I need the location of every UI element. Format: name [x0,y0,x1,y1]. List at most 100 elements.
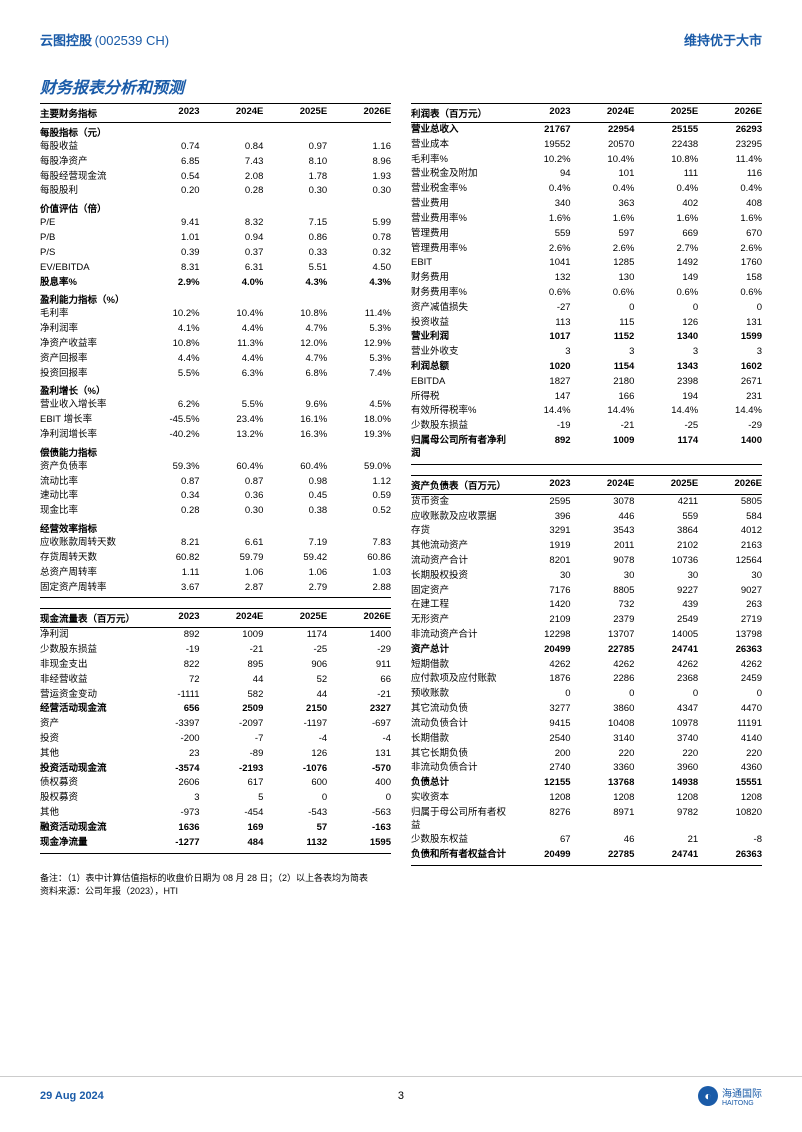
row-value: 4360 [698,762,762,775]
footer-page: 3 [398,1090,404,1102]
row-label: 每股股利 [40,185,136,198]
subheader: 价值评估（倍） [40,199,391,216]
row-value: 13707 [571,629,635,642]
table-row: 非流动资产合计12298137071400513798 [411,628,762,643]
row-label: 其他流动资产 [411,540,507,553]
row-value: 220 [698,748,762,761]
row-label: 营业税金率% [411,183,507,196]
table-row: 营业成本19552205702243823295 [411,138,762,153]
row-value: 44 [200,674,264,687]
table-row: 管理费用率%2.6%2.6%2.7%2.6% [411,242,762,257]
row-value: 10.8% [634,154,698,167]
row-label: 少数股东损益 [411,420,507,433]
row-value: 6.2% [136,399,200,412]
table-row: 少数股东权益674621-8 [411,833,762,848]
row-label: 净资产收益率 [40,338,136,351]
row-label: 每股经营现金流 [40,171,136,184]
row-value: 5.5% [200,399,264,412]
table-row: 非现金支出822895906911 [40,658,391,673]
logo-icon: ◐ [698,1086,718,1106]
table-row: 融资活动现金流163616957-163 [40,821,391,836]
row-value: -19 [507,420,571,433]
table-row: 每股收益0.740.840.971.16 [40,140,391,155]
row-label: 无形资产 [411,614,507,627]
row-value: 895 [200,659,264,672]
row-value: 60.82 [136,552,200,565]
row-value: 13.2% [200,429,264,442]
row-label: P/S [40,247,136,260]
row-label: EBIT [411,257,507,270]
row-value: 30 [634,570,698,583]
row-value: 26363 [698,644,762,657]
row-label: 营业利润 [411,331,507,344]
table-row: 有效所得税率%14.4%14.4%14.4%14.4% [411,404,762,419]
row-label: P/B [40,232,136,245]
row-value: 10820 [698,807,762,833]
table-row: 实收资本1208120812081208 [411,791,762,806]
row-label: 营业税金及附加 [411,168,507,181]
row-value: 200 [507,748,571,761]
section-header: 利润表（百万元）20232024E2025E2026E [411,103,762,123]
row-value: 1.01 [136,232,200,245]
row-value: 115 [571,317,635,330]
row-label: 净利润增长率 [40,429,136,442]
table-row: 营运资金变动-111158244-21 [40,688,391,703]
row-value: 9.41 [136,217,200,230]
row-value: -163 [327,822,391,835]
row-value: 1041 [507,257,571,270]
table-row: 负债总计12155137681493815551 [411,776,762,791]
row-value: 10.8% [263,308,327,321]
row-value: 1.6% [571,213,635,226]
row-value: 14005 [634,629,698,642]
row-value: 1.93 [327,171,391,184]
row-value: 0 [327,792,391,805]
row-value: 24741 [634,644,698,657]
table-row: 所得税147166194231 [411,390,762,405]
table-row: 固定资产7176880592279027 [411,584,762,599]
row-value: 1400 [698,435,762,461]
row-value: 2.6% [698,243,762,256]
row-value: 4012 [698,525,762,538]
row-value: 22954 [571,124,635,137]
table-row: EBIT 增长率-45.5%23.4%16.1%18.0% [40,413,391,428]
row-value: 4211 [634,496,698,509]
row-label: 其它长期负债 [411,748,507,761]
table-row: 财务费用132130149158 [411,271,762,286]
row-value: 0.4% [507,183,571,196]
table-row: 长期股权投资30303030 [411,569,762,584]
row-label: 资产减值损失 [411,302,507,315]
row-value: 4470 [698,703,762,716]
table-row: 少数股东损益-19-21-25-29 [411,419,762,434]
row-value: 732 [571,599,635,612]
row-value: 1760 [698,257,762,270]
table-row: 营业利润1017115213401599 [411,330,762,345]
table-row: 应付款项及应付账款1876228623682459 [411,672,762,687]
row-value: 2.79 [263,582,327,595]
row-label: 速动比率 [40,490,136,503]
row-value: -1111 [136,689,200,702]
row-value: 1492 [634,257,698,270]
row-value: 559 [507,228,571,241]
table-row: 现金净流量-127748411321595 [40,836,391,851]
table-row: 其他流动资产1919201121022163 [411,539,762,554]
row-value: 6.85 [136,156,200,169]
row-label: 资产负债率 [40,461,136,474]
row-value: 0 [698,688,762,701]
table-row: EBITDA1827218023982671 [411,375,762,390]
row-label: 在建工程 [411,599,507,612]
row-value: 23295 [698,139,762,152]
row-value: 408 [698,198,762,211]
row-value: 340 [507,198,571,211]
table-row: 应收账款周转天数8.216.617.197.83 [40,536,391,551]
table-row: 股权募资3500 [40,791,391,806]
ticker: (002539 CH) [95,33,169,48]
row-label: 营业收入增长率 [40,399,136,412]
row-label: 现金净流量 [40,837,136,850]
row-value: -40.2% [136,429,200,442]
row-value: 2163 [698,540,762,553]
row-label: 资产总计 [411,644,507,657]
row-value: 14.4% [698,405,762,418]
row-label: 流动负债合计 [411,718,507,731]
row-label: 非流动负债合计 [411,762,507,775]
row-value: 2.6% [571,243,635,256]
